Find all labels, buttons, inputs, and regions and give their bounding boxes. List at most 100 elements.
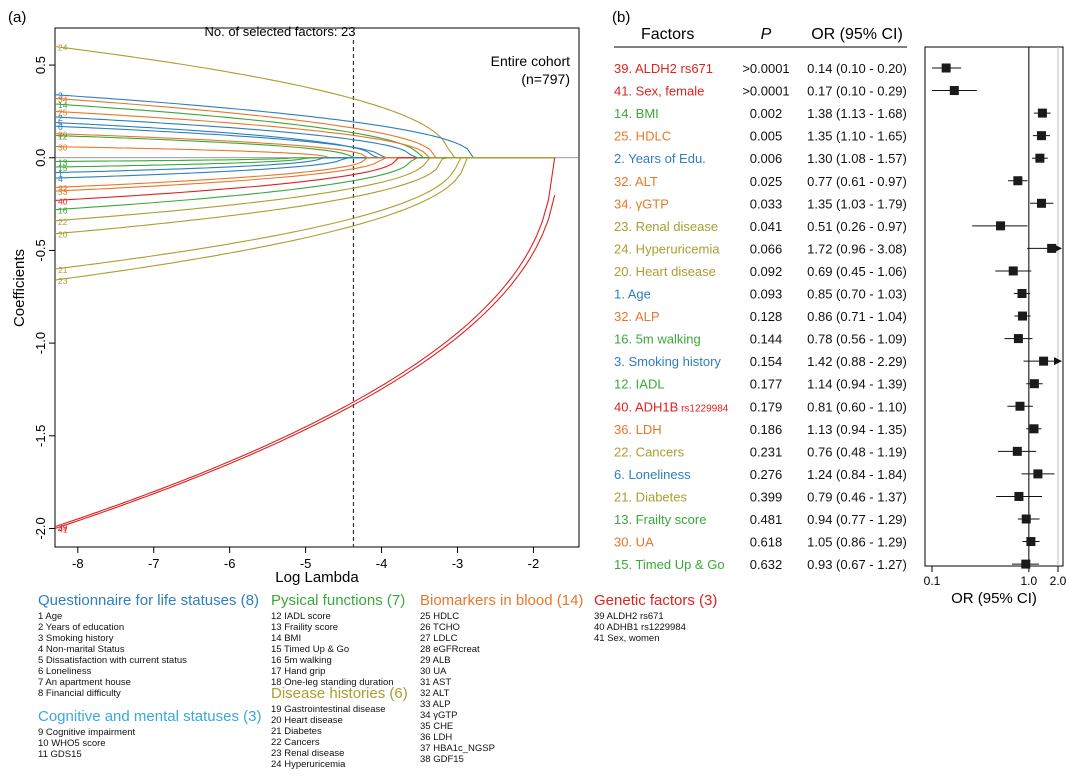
factor-label: 14. BMI — [614, 106, 659, 121]
legend-biomarkers: Biomarkers in blood (14) 25 HDLC 26 TCHO 2… — [420, 592, 583, 765]
or-ci-text: 1.05 (0.86 - 1.29) — [807, 535, 907, 550]
factor-label: 30. UA — [614, 535, 654, 550]
legend-physical-title: Pysical functions (7) — [271, 592, 406, 609]
legend-item: 1 Age — [38, 611, 63, 622]
or-point — [1012, 446, 1022, 456]
legend-physical: Pysical functions (7) 12 IADL score 13 Fr… — [271, 592, 405, 688]
coef-path-label-21: 21 — [58, 265, 68, 275]
p-value: 0.177 — [750, 377, 783, 392]
x-tick-label: -7 — [148, 556, 160, 571]
p-value: 0.041 — [750, 219, 783, 234]
coef-path-label-13: 13 — [58, 157, 68, 167]
legend-item: 38 GDF15 — [420, 754, 464, 765]
p-value: 0.092 — [750, 264, 783, 279]
legend-item: 31 AST — [420, 677, 452, 688]
or-ci-text: 1.24 (0.84 - 1.84) — [807, 467, 907, 482]
factor-label: 39. ALDH2 rs671 — [614, 61, 713, 76]
selected-factors-note: No. of selected factors: 23 — [204, 24, 355, 39]
legend-biomarkers-title: Biomarkers in blood (14) — [420, 592, 584, 609]
or-point — [1047, 243, 1057, 253]
coef-path-label-33: 33 — [58, 187, 68, 197]
legend-item: 36 LDH — [420, 732, 453, 743]
coef-path-22 — [54, 157, 555, 222]
factor-label: 20. Heart disease — [614, 264, 716, 279]
or-point — [1033, 469, 1043, 479]
col-header-factors: Factors — [641, 26, 694, 43]
coef-path-label-24: 24 — [58, 43, 68, 53]
coef-path-23 — [54, 157, 555, 281]
p-value: 0.186 — [750, 422, 783, 437]
or-ci-text: 0.81 (0.60 - 1.10) — [807, 399, 907, 414]
or-ci-text: 0.94 (0.77 - 1.29) — [807, 512, 907, 527]
coef-path-6 — [54, 125, 555, 159]
factor-label-suffix: rs1229984 — [678, 403, 728, 414]
factor-label: 3. Smoking history — [614, 354, 721, 369]
or-ci-text: 0.86 (0.71 - 1.04) — [807, 309, 907, 324]
or-ci-text: 1.42 (0.88 - 2.29) — [807, 354, 907, 369]
or-point — [1035, 153, 1045, 163]
legend-item: 20 Heart disease — [271, 715, 343, 726]
legend-item: 10 WHO5 score — [38, 738, 106, 749]
y-axis-label: Coefficients — [11, 249, 28, 327]
factor-label: 1. Age — [614, 287, 651, 302]
forest-x-label: OR (95% CI) — [951, 590, 1037, 607]
x-tick-label: -8 — [72, 556, 84, 571]
legend-item: 21 Diabetes — [271, 726, 322, 737]
x-tick-label: -2 — [528, 556, 540, 571]
legend-item: 6 Loneliness — [38, 666, 92, 677]
legend-item: 5 Dissatisfaction with current status — [38, 655, 187, 666]
legend-item: 15 Timed Up & Go — [271, 644, 350, 655]
coef-path-label-22: 22 — [58, 217, 68, 227]
legend-item: 26 TCHO — [420, 622, 460, 633]
p-value: >0.0001 — [742, 84, 789, 99]
legend-disease: Disease histories (6) 19 Gastrointestina… — [271, 685, 408, 770]
coef-path-33 — [54, 157, 555, 192]
or-point — [1017, 289, 1027, 298]
legend-item: 22 Cancers — [271, 737, 320, 748]
coef-path-label-20: 20 — [58, 230, 68, 240]
ci-arrow — [1054, 357, 1062, 366]
factor-label: 16. 5m walking — [614, 332, 701, 347]
x-tick-label: -4 — [376, 556, 388, 571]
or-ci-text: 1.35 (1.10 - 1.65) — [807, 129, 907, 144]
x-tick-label: -6 — [224, 556, 236, 571]
or-point — [1018, 311, 1028, 321]
or-point — [1021, 514, 1031, 524]
legend-item: 13 Fraility score — [271, 622, 339, 633]
coef-path-14 — [54, 103, 555, 159]
factor-label: 32. ALP — [614, 309, 660, 324]
or-ci-text: 1.30 (1.08 - 1.57) — [807, 151, 907, 166]
coef-path-5 — [54, 121, 555, 159]
or-ci-text: 0.17 (0.10 - 0.29) — [807, 84, 907, 99]
p-value: 0.005 — [750, 129, 783, 144]
or-point — [1021, 559, 1031, 569]
forest-tick-label: 1.0 — [1021, 574, 1038, 588]
or-point — [996, 221, 1006, 231]
or-ci-text: 0.78 (0.56 - 1.09) — [807, 332, 907, 347]
or-ci-text: 0.76 (0.48 - 1.19) — [807, 444, 907, 459]
x-tick-label: -5 — [300, 556, 312, 571]
legend-item: 39 ALDH2 rs671 — [594, 611, 664, 622]
factor-label: 24. Hyperuricemia — [614, 241, 720, 256]
factor-label: 41. Sex, female — [614, 84, 704, 99]
cohort-title: Entire cohort — [491, 53, 570, 69]
or-ci-text: 0.77 (0.61 - 0.97) — [807, 174, 907, 189]
or-point — [1029, 424, 1039, 434]
legend-item: 4 Non-marital Status — [38, 644, 125, 655]
p-value: 0.632 — [750, 557, 783, 572]
y-tick-label: -1.0 — [33, 332, 48, 354]
coef-path-label-14: 14 — [58, 100, 68, 110]
factor-label: 23. Renal disease — [614, 219, 718, 234]
legend-item: 34 γGTP — [420, 710, 458, 721]
p-value: 0.144 — [750, 332, 783, 347]
p-value: 0.179 — [750, 399, 783, 414]
legend-item: 17 Hand grip — [271, 666, 326, 677]
legend-item: 32 ALT — [420, 688, 450, 699]
or-point — [1037, 108, 1047, 118]
coef-path-label-4: 4 — [58, 174, 63, 184]
or-ci-text: 1.13 (0.94 - 1.35) — [807, 422, 907, 437]
coef-path-label-39: 39 — [58, 523, 68, 533]
or-ci-text: 0.69 (0.45 - 1.06) — [807, 264, 907, 279]
coef-path-34 — [54, 97, 555, 159]
or-point — [1013, 176, 1023, 186]
